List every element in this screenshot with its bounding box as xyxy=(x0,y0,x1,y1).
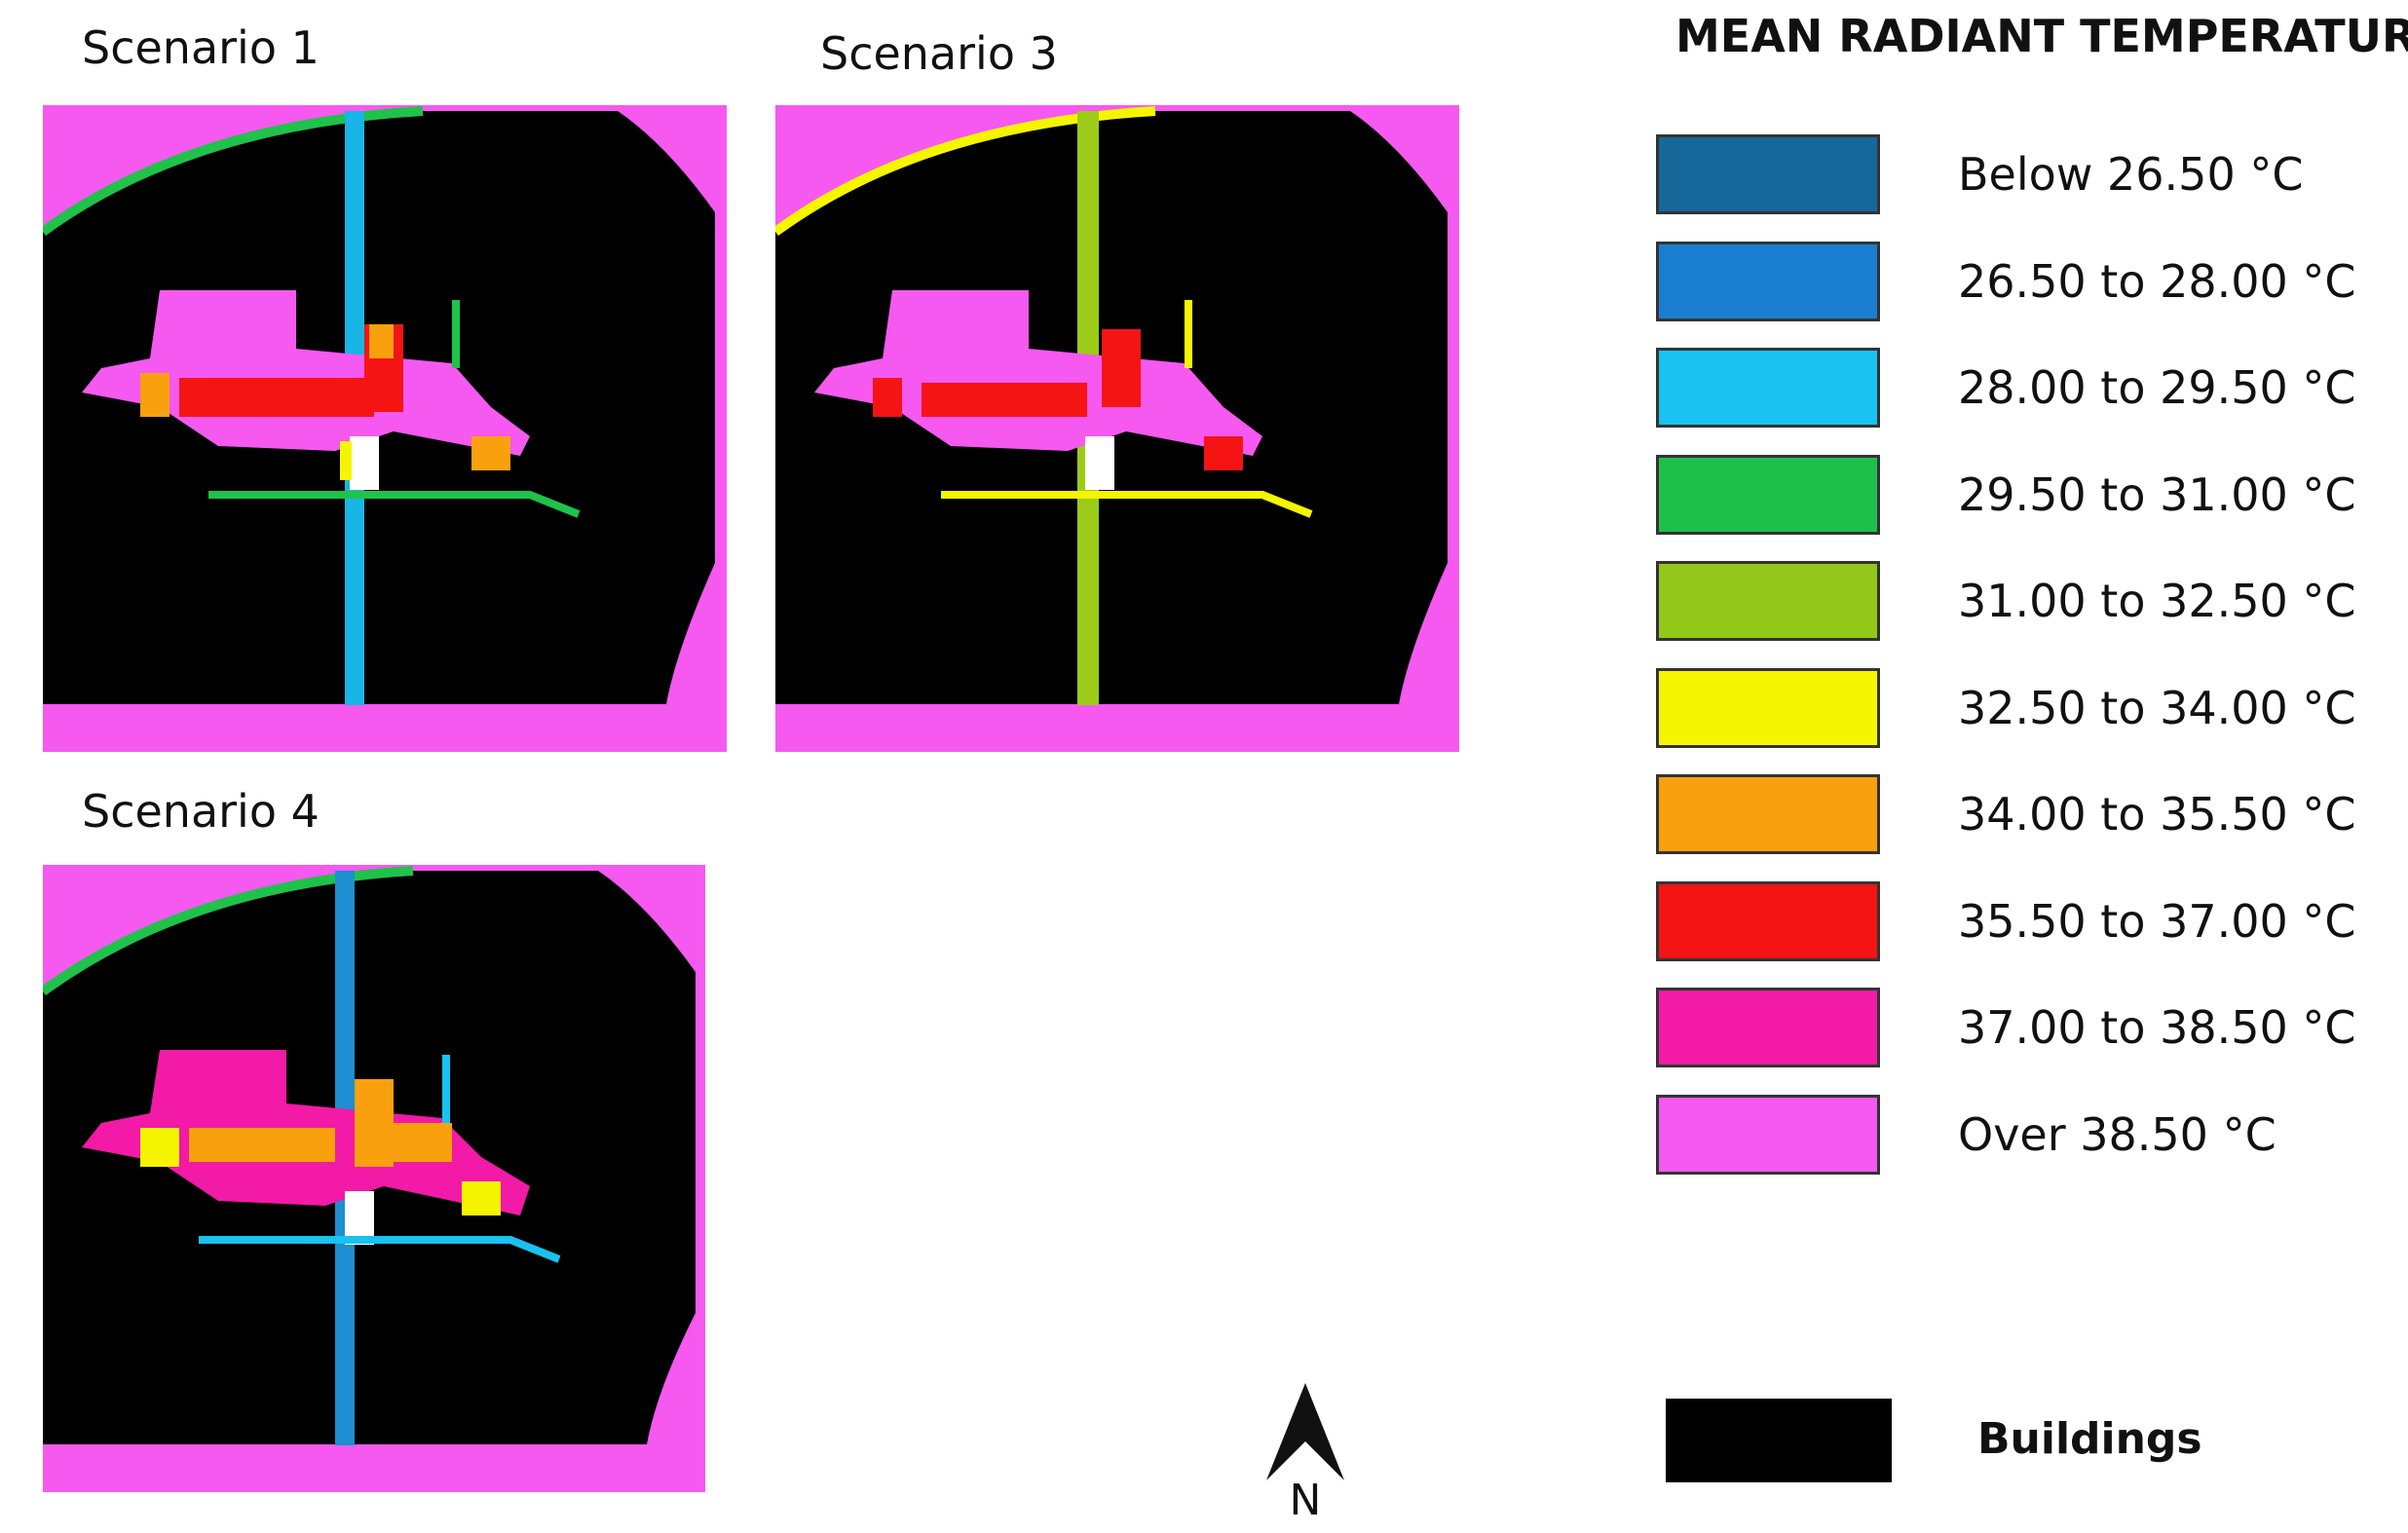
legend-swatch xyxy=(1656,241,1880,321)
legend-swatch xyxy=(1656,561,1880,641)
legend-item: 37.00 to 38.50 °C xyxy=(1656,988,2377,1075)
legend-swatch xyxy=(1656,988,1880,1067)
legend-label: 28.00 to 29.50 °C xyxy=(1958,361,2356,414)
legend-label: 29.50 to 31.00 °C xyxy=(1958,467,2356,521)
map-scenario-4 xyxy=(43,865,705,1492)
legend-swatch xyxy=(1656,134,1880,214)
legend-swatch xyxy=(1656,667,1880,748)
legend-label: 26.50 to 28.00 °C xyxy=(1958,254,2356,308)
legend-swatch xyxy=(1656,1094,1880,1175)
legend-item: 26.50 to 28.00 °C xyxy=(1656,241,2377,329)
north-label: N xyxy=(1290,1476,1322,1519)
legend-item: 34.00 to 35.50 °C xyxy=(1656,774,2377,862)
legend-item: 29.50 to 31.00 °C xyxy=(1656,454,2377,542)
legend-item: 28.00 to 29.50 °C xyxy=(1656,348,2377,435)
legend-swatch-buildings xyxy=(1666,1399,1892,1482)
legend-item: 32.50 to 34.00 °C xyxy=(1656,667,2377,756)
legend-label: Over 38.50 °C xyxy=(1958,1107,2276,1161)
legend-label: Below 26.50 °C xyxy=(1958,148,2304,201)
panel-title-scenario-3: Scenario 3 xyxy=(820,27,1058,80)
legend-item: 35.50 to 37.00 °C xyxy=(1656,880,2377,969)
legend-title: MEAN RADIANT TEMPERATURE xyxy=(1675,10,2408,62)
legend-label: 35.50 to 37.00 °C xyxy=(1958,894,2356,948)
map-scenario-1 xyxy=(43,105,727,752)
legend-swatch xyxy=(1656,348,1880,428)
legend-label: 37.00 to 38.50 °C xyxy=(1958,1001,2356,1054)
panel-title-scenario-1: Scenario 1 xyxy=(82,21,320,74)
legend-label: 34.00 to 35.50 °C xyxy=(1958,788,2356,841)
panel-title-scenario-4: Scenario 4 xyxy=(82,785,320,838)
legend-swatch xyxy=(1656,880,1880,961)
legend-swatch xyxy=(1656,454,1880,535)
north-arrow-icon: N xyxy=(1266,1383,1344,1519)
legend-label: 32.50 to 34.00 °C xyxy=(1958,681,2356,734)
legend-label: 31.00 to 32.50 °C xyxy=(1958,575,2356,627)
legend-item: Over 38.50 °C xyxy=(1656,1094,2377,1182)
legend-label-buildings: Buildings xyxy=(1977,1414,2202,1464)
map-scenario-3 xyxy=(775,105,1459,752)
legend-item: Below 26.50 °C xyxy=(1656,134,2377,222)
legend-item: 31.00 to 32.50 °C xyxy=(1656,561,2377,649)
legend-swatch xyxy=(1656,774,1880,854)
